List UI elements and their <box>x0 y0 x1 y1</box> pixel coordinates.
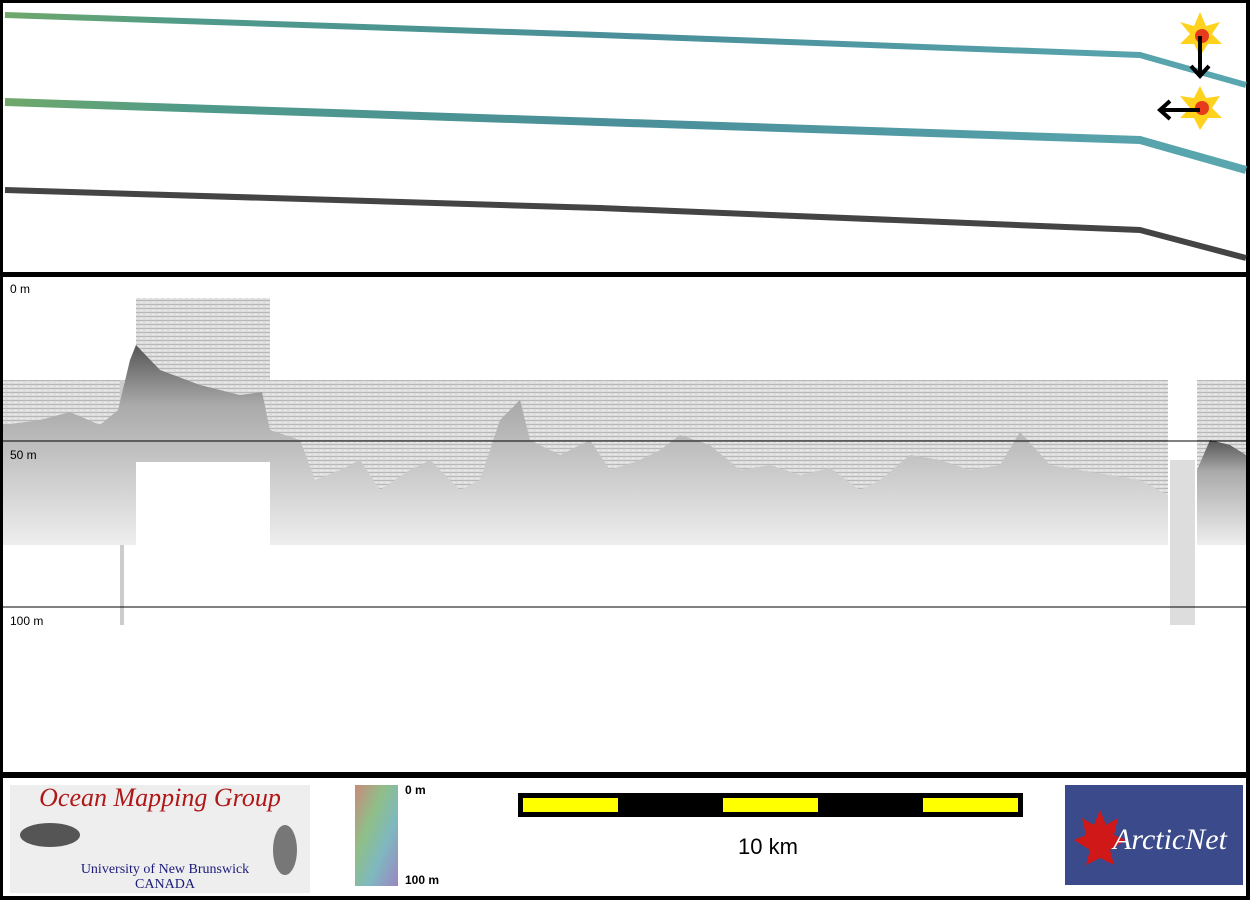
scale-bar <box>518 793 1023 817</box>
depth-label: 100 m <box>10 614 43 628</box>
maple-leaf <box>1074 810 1126 865</box>
logo-image <box>20 823 80 847</box>
seabed <box>1197 440 1246 545</box>
logo-text: University of New Brunswick <box>81 862 249 877</box>
color-scale <box>355 785 398 886</box>
logo-text: CANADA <box>135 877 196 892</box>
swath <box>4 187 1247 261</box>
sonar-record <box>1170 460 1195 625</box>
partner-name: ArcticNet <box>1111 823 1228 856</box>
scale-label: 10 km <box>738 834 798 859</box>
swath <box>4 98 1248 174</box>
color-scale-label: 100 m <box>405 873 439 887</box>
sun-icon <box>1180 12 1222 79</box>
depth-label: 0 m <box>10 282 30 296</box>
logo-title: Ocean Mapping Group <box>39 783 281 812</box>
data-gap <box>136 462 270 545</box>
sun-icon <box>1157 86 1222 130</box>
logo-image <box>273 825 297 875</box>
seabed <box>3 345 1168 545</box>
sonar-record <box>136 298 270 380</box>
depth-label: 50 m <box>10 448 37 462</box>
color-scale-label: 0 m <box>405 783 426 797</box>
